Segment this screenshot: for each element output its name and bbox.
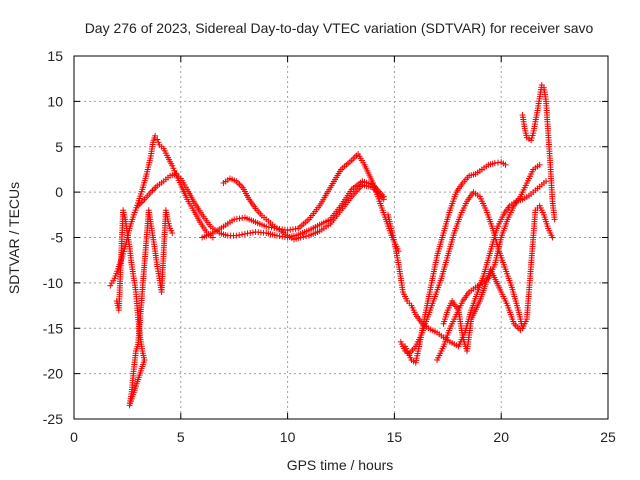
data-point	[549, 234, 556, 241]
x-axis-label: GPS time / hours	[287, 457, 394, 473]
data-point	[297, 234, 304, 241]
data-point	[517, 327, 524, 334]
data-point	[536, 161, 543, 168]
data-point	[551, 216, 558, 223]
tick-labels: 0 5 10 15 20 25 -25 -20 -15 -10 -5 0 5 10 15	[43, 48, 616, 445]
y-tick-label: -10	[43, 275, 63, 291]
y-tick-label: -25	[43, 411, 63, 427]
data-point	[169, 229, 176, 236]
data-point	[154, 136, 161, 143]
plot-frame	[73, 55, 609, 420]
data-point	[303, 233, 310, 240]
x-tick-label: 20	[493, 429, 509, 445]
data-point	[239, 231, 246, 238]
y-tick-label: 10	[47, 93, 63, 109]
x-tick-label: 5	[177, 429, 185, 445]
y-tick-label: 15	[47, 48, 63, 64]
y-tick-label: -5	[51, 230, 64, 246]
y-axis-label: SDTVAR / TECUs	[6, 182, 22, 294]
data-point	[236, 232, 243, 239]
x-tick-label: 0	[70, 429, 78, 445]
data-point	[380, 196, 387, 203]
data-point	[502, 161, 509, 168]
y-tick-label: -15	[43, 320, 63, 336]
data-points	[107, 82, 558, 409]
x-tick-label: 25	[600, 429, 616, 445]
data-point	[300, 233, 307, 240]
y-tick-label: -20	[43, 366, 63, 382]
x-tick-label: 15	[387, 429, 403, 445]
data-point	[233, 232, 240, 239]
data-point	[543, 178, 550, 185]
y-tick-label: 5	[55, 139, 63, 155]
data-point	[152, 132, 159, 139]
chart-title: Day 276 of 2023, Sidereal Day-to-day VTE…	[85, 20, 594, 36]
y-tick-label: 0	[55, 184, 63, 200]
data-point	[155, 139, 162, 146]
x-tick-label: 10	[280, 429, 296, 445]
